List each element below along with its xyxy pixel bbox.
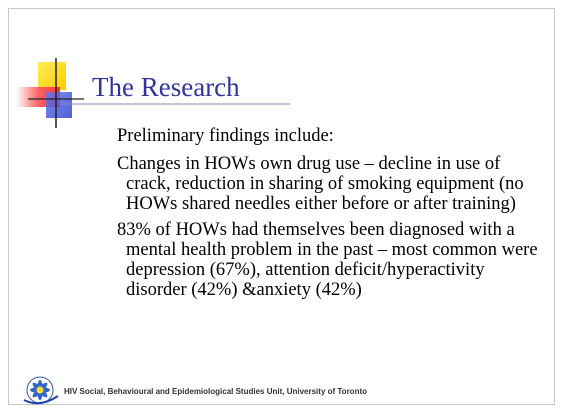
slide-body: Preliminary findings include: Changes in… (117, 126, 549, 306)
slide-frame (8, 8, 555, 405)
slide-title: The Research (92, 72, 240, 102)
yellow-square (38, 62, 66, 90)
blue-square (46, 92, 72, 118)
bullet-text: Changes in HOWs own drug use – decline i… (117, 154, 524, 214)
logo (23, 376, 59, 405)
footer-text: HIV Social, Behavioural and Epidemiologi… (64, 387, 368, 396)
bullet-text: 83% of HOWs had themselves been diagnose… (117, 220, 538, 300)
intro-text: Preliminary findings include: (117, 126, 334, 146)
